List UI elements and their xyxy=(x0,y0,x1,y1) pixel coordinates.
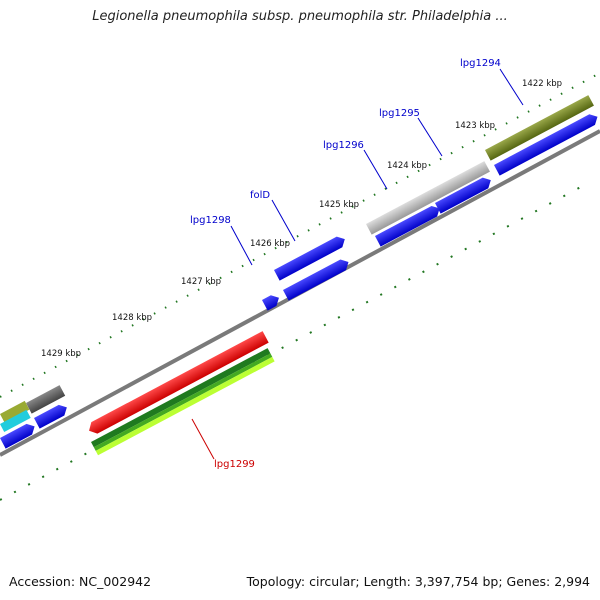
cds-lpg1295-arrow[interactable] xyxy=(435,175,494,214)
tick-label-1425: 1425 kbp xyxy=(319,200,359,210)
cds-lpg1298-arrow[interactable] xyxy=(262,292,282,311)
green-feature-stack[interactable] xyxy=(91,348,275,456)
inner-tick-ring xyxy=(0,181,591,501)
outer-tick-ring xyxy=(0,72,600,398)
cds-lpg1294-arrow[interactable] xyxy=(494,111,600,176)
tick-label-1427: 1427 kbp xyxy=(181,277,221,287)
gene-label-folD[interactable]: folD xyxy=(250,190,270,201)
tick-label-1426: 1426 kbp xyxy=(250,239,290,249)
leader-lines xyxy=(191,68,524,460)
accession-text: Accession: NC_002942 xyxy=(9,574,152,589)
cds-folD-arrow[interactable] xyxy=(274,234,348,281)
cds-left-arrow-2[interactable] xyxy=(0,421,37,449)
cds-folD-arrow-2[interactable] xyxy=(283,257,351,301)
tick-label-1428: 1428 kbp xyxy=(112,313,152,323)
tick-label-1429: 1429 kbp xyxy=(41,349,81,359)
gray-feature[interactable] xyxy=(366,161,490,235)
gene-label-lpg1296[interactable]: lpg1296 xyxy=(323,140,364,151)
genome-title: Legionella pneumophila subsp. pneumophil… xyxy=(92,9,508,24)
gene-label-lpg1299[interactable]: lpg1299 xyxy=(214,459,255,470)
cyan-feature[interactable] xyxy=(0,409,31,432)
genome-summary-text: Topology: circular; Length: 3,397,754 bp… xyxy=(246,574,590,589)
dark-gray-feature[interactable] xyxy=(26,385,66,414)
olive-feature[interactable] xyxy=(485,95,594,161)
tick-label-1424: 1424 kbp xyxy=(387,161,427,171)
cds-left-arrow[interactable] xyxy=(34,402,70,429)
gene-label-lpg1295[interactable]: lpg1295 xyxy=(379,108,420,119)
cds-lpg1299-highlight[interactable] xyxy=(86,331,269,436)
tick-label-1422: 1422 kbp xyxy=(522,79,562,89)
tick-label-1423: 1423 kbp xyxy=(455,121,495,131)
olive-feature-left[interactable] xyxy=(0,400,30,423)
gene-label-lpg1294[interactable]: lpg1294 xyxy=(460,58,501,69)
gene-label-lpg1298[interactable]: lpg1298 xyxy=(190,215,231,226)
cds-lpg1296-arrow[interactable] xyxy=(375,203,442,247)
